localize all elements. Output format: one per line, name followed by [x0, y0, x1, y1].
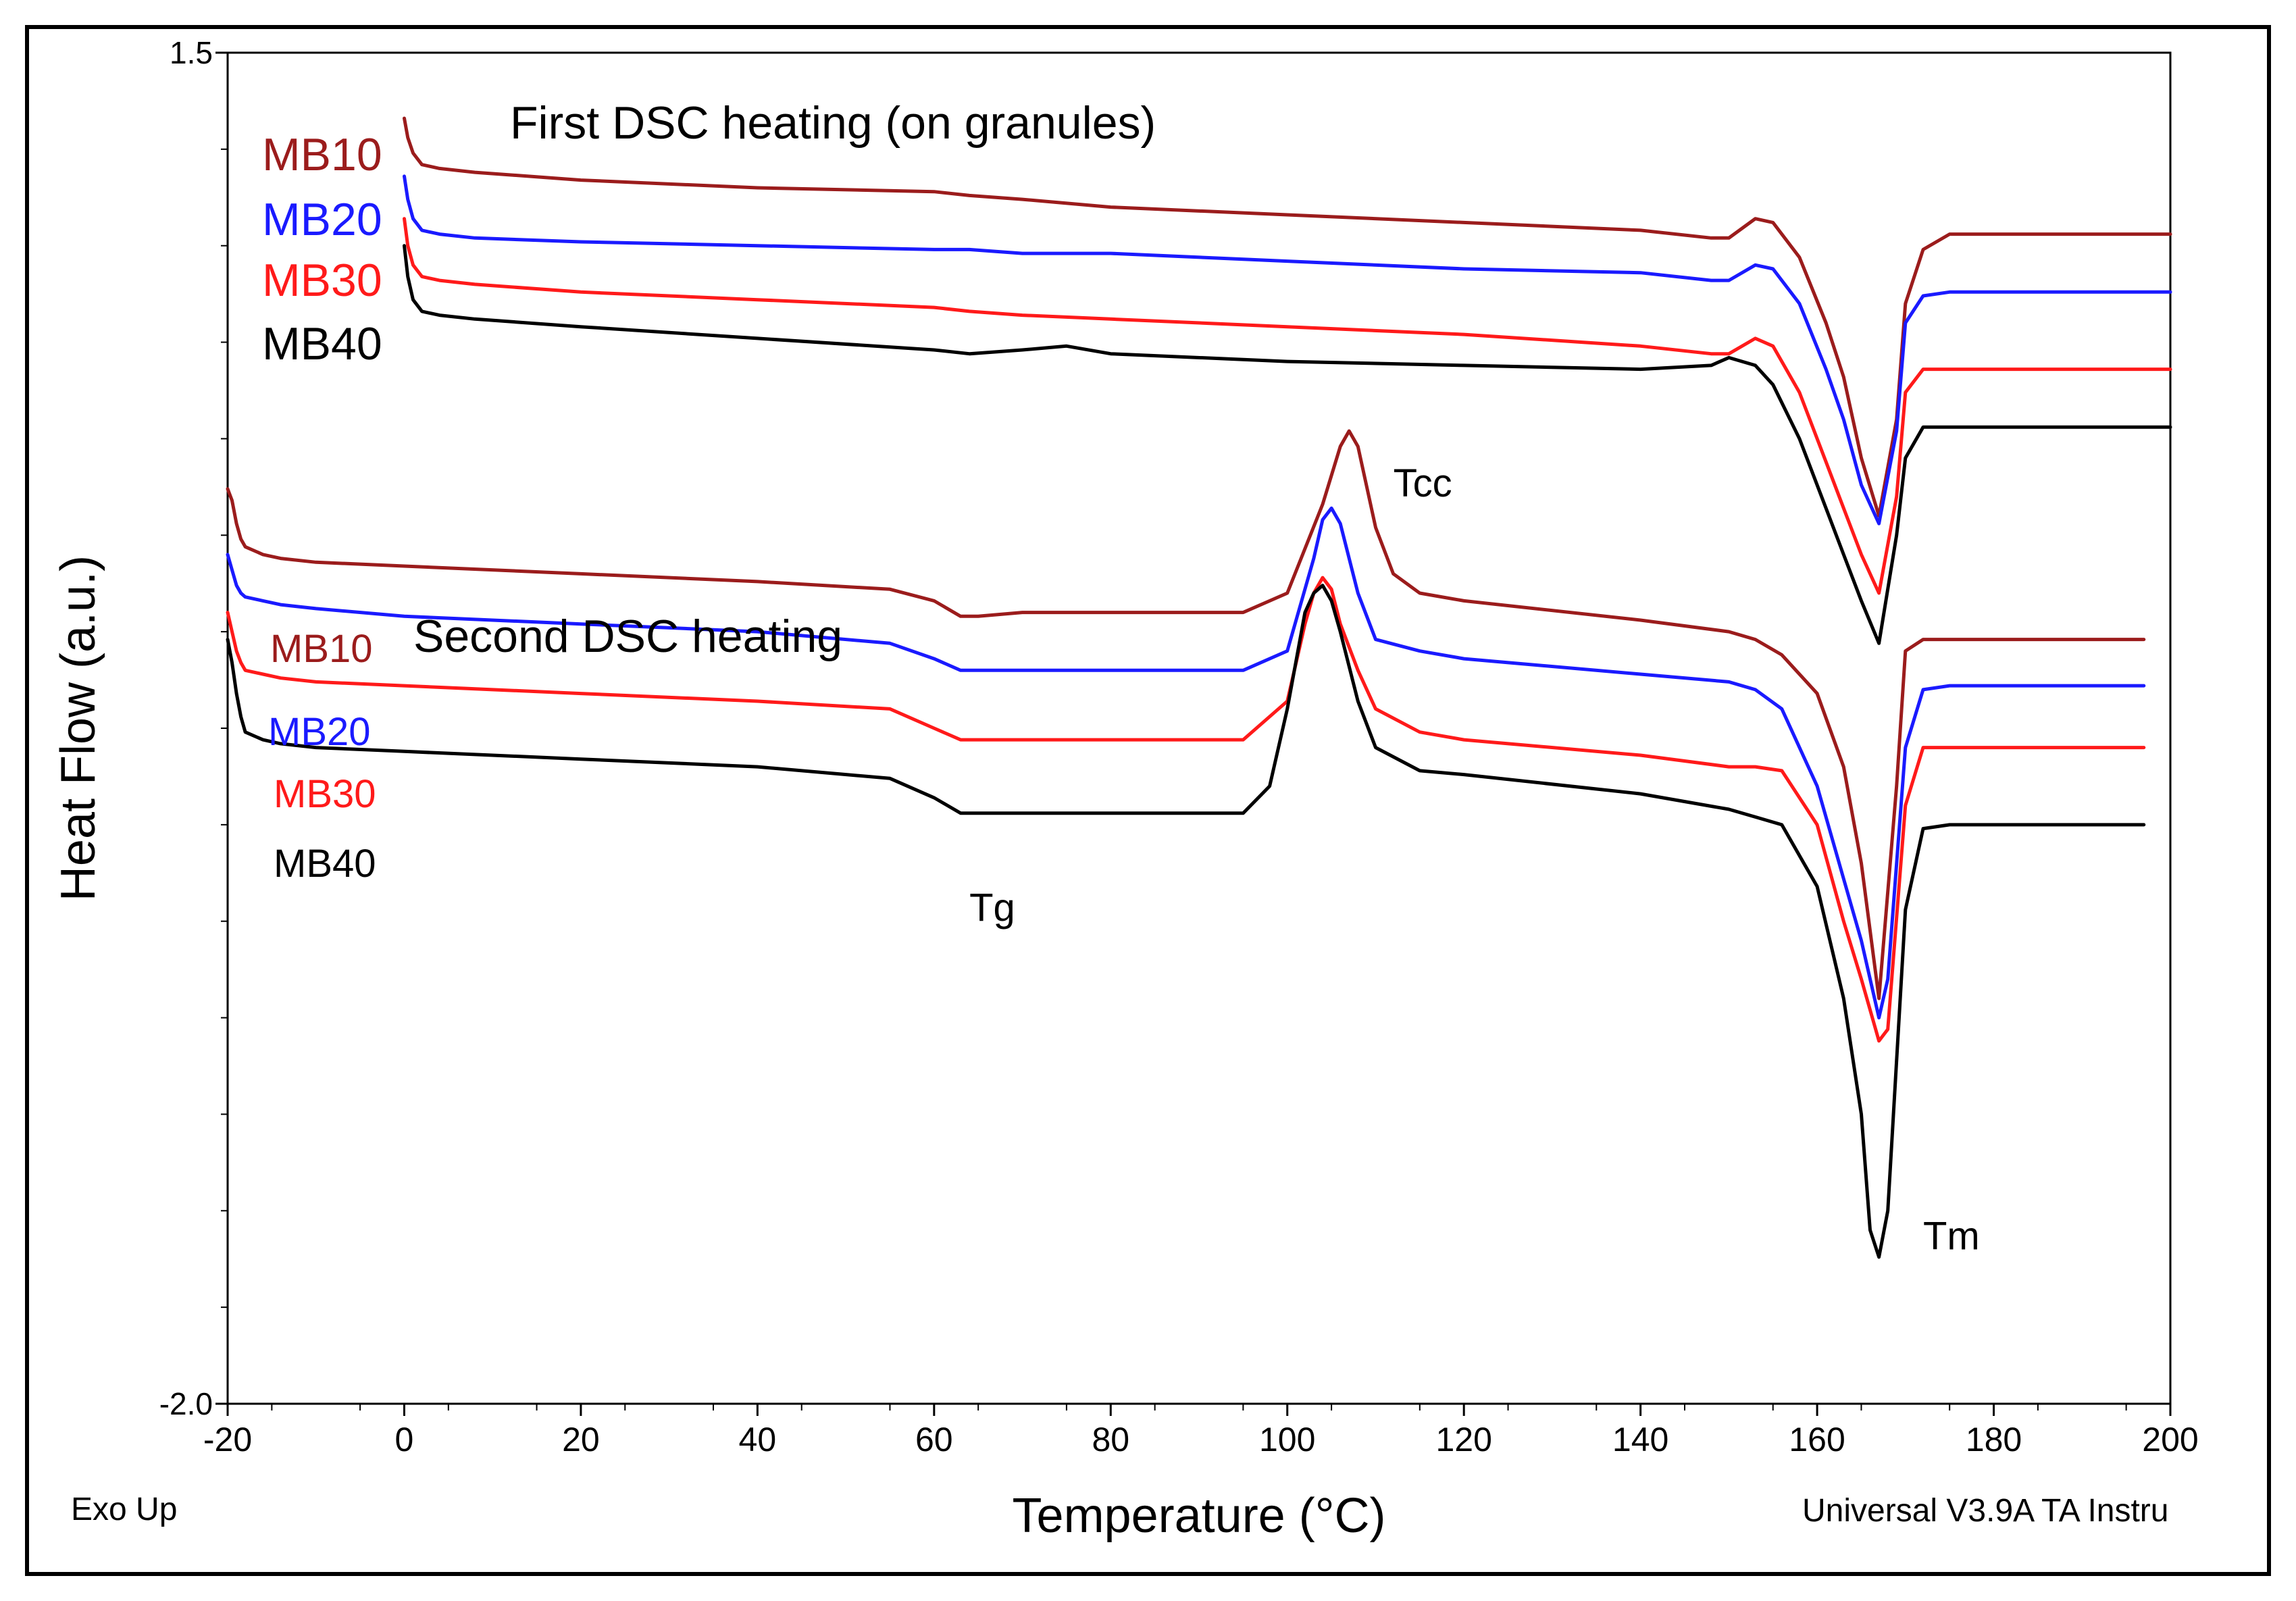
x-tick-label: 60	[915, 1421, 953, 1458]
annotation-tg: Tg	[969, 886, 1015, 930]
x-axis-title: Temperature (°C)	[1013, 1489, 1386, 1543]
series-line-second-mb20	[226, 506, 2146, 1020]
x-tick-label: 140	[1612, 1421, 1668, 1458]
x-tick-label: 20	[562, 1421, 600, 1458]
y-axis-title: Heat Flow (a.u.)	[51, 555, 105, 901]
y-tick-label: -2.0	[159, 1386, 213, 1421]
series-line-second-mb10	[226, 429, 2146, 1000]
legend-second-mb20: MB20	[268, 710, 371, 754]
series-line-first-mb30	[403, 217, 2172, 595]
plot-layer: -20 0 20 40 60 80 100 120 140 160 180 200 1.5 -2.0 Tem…	[51, 35, 2199, 1543]
exo-up-note: Exo Up	[71, 1492, 177, 1527]
legend-second-mb10: MB10	[270, 627, 373, 671]
series-line-second-mb30	[226, 576, 2146, 1043]
software-note: Universal V3.9A TA Instru	[1802, 1493, 2168, 1529]
x-tick-label: 0	[395, 1421, 414, 1458]
first-heating-title: First DSC heating (on granules)	[510, 97, 1156, 149]
legend-first-mb20: MB20	[262, 194, 382, 245]
series-line-second-mb40	[226, 584, 2146, 1259]
y-tick-label: 1.5	[170, 35, 213, 70]
legend-first-mb40: MB40	[262, 318, 382, 370]
x-tick-label: 200	[2142, 1421, 2198, 1458]
legend-second-mb30: MB30	[274, 772, 376, 816]
second-heating-title: Second DSC heating	[413, 611, 842, 662]
legend-first-mb10: MB10	[262, 129, 382, 180]
x-tick-label: 100	[1259, 1421, 1315, 1458]
series-line-first-mb40	[403, 244, 2172, 645]
legend-first-mb30: MB30	[262, 255, 382, 306]
x-tick-label: 120	[1435, 1421, 1491, 1458]
x-tick-label: 40	[739, 1421, 777, 1458]
series-line-first-mb20	[403, 174, 2172, 526]
annotation-tm: Tm	[1923, 1214, 1980, 1258]
x-tick-label: 180	[1966, 1421, 2022, 1458]
x-tick-label: 160	[1789, 1421, 1845, 1458]
annotation-tcc: Tcc	[1394, 461, 1452, 505]
x-tick-label: -20	[203, 1421, 252, 1458]
legend-second-mb40: MB40	[274, 842, 376, 886]
x-tick-label: 80	[1092, 1421, 1129, 1458]
